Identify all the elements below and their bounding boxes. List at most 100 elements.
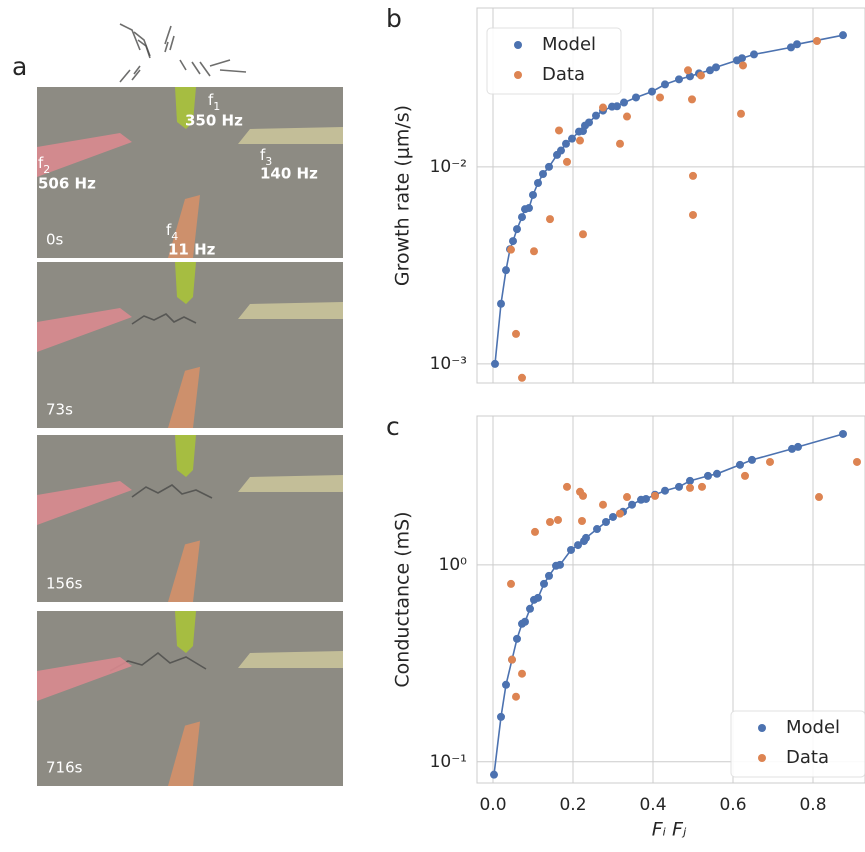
point [508, 655, 516, 664]
frame-time: 0s [46, 231, 64, 249]
electrode-index: 1 [213, 100, 220, 113]
point [557, 146, 565, 155]
legend-label: Data [786, 747, 829, 768]
point [507, 579, 515, 588]
point [574, 541, 582, 550]
point [509, 237, 517, 246]
electrode-frequency: 140 Hz [260, 165, 318, 183]
point [546, 518, 554, 527]
point [513, 225, 521, 234]
electrode-frequency: 350 Hz [185, 112, 243, 130]
point [593, 525, 601, 534]
electrode [238, 127, 343, 144]
point [512, 692, 520, 701]
point [632, 93, 640, 102]
y-tick-label: 10⁻² [430, 157, 467, 177]
point [853, 457, 861, 466]
electrode-label: f2 [38, 154, 50, 176]
point [562, 139, 570, 148]
point [766, 457, 774, 466]
point [512, 329, 520, 338]
point [689, 210, 697, 219]
x-axis-label: Fᵢ Fⱼ [652, 819, 687, 841]
electrode [175, 87, 196, 129]
point [567, 545, 575, 554]
point [545, 162, 553, 171]
electrode [168, 540, 200, 602]
point [675, 75, 683, 84]
y-tick-label: 10⁰ [439, 555, 468, 575]
electrode [175, 262, 196, 304]
point [675, 482, 683, 491]
electrode [37, 481, 132, 525]
point [628, 500, 636, 509]
legend-marker [758, 754, 766, 762]
electrode [238, 302, 343, 319]
point [530, 247, 538, 256]
point [839, 429, 847, 438]
point [582, 533, 590, 542]
point [578, 516, 586, 525]
point [688, 95, 696, 104]
point [513, 634, 521, 643]
legend-marker [514, 41, 522, 49]
electrode-frequency: 506 Hz [38, 175, 96, 193]
point [689, 171, 697, 180]
point [656, 93, 664, 102]
point [526, 604, 534, 613]
electrode-label: f4 [166, 221, 178, 243]
electrode [168, 366, 200, 428]
electrode-label: f1 [208, 91, 220, 113]
electrode-symbol: f [166, 221, 172, 239]
electrode-index: 3 [265, 155, 272, 168]
point [518, 373, 526, 382]
point [737, 109, 745, 118]
point [686, 72, 694, 81]
point [599, 500, 607, 509]
point [623, 112, 631, 121]
point [623, 493, 631, 502]
legend-label: Model [786, 717, 840, 738]
electrode [238, 651, 343, 668]
point [697, 71, 705, 80]
frame-time: 156s [46, 575, 83, 593]
point [539, 169, 547, 178]
legend-label: Data [542, 64, 585, 85]
point [788, 444, 796, 453]
electrode [37, 657, 132, 701]
dendrite [131, 31, 231, 499]
point [739, 61, 747, 70]
electrode [238, 475, 343, 492]
point [713, 469, 721, 478]
electrode [168, 195, 200, 258]
point [518, 669, 526, 678]
electrode-label: f3 [260, 146, 272, 168]
point [518, 213, 526, 222]
point [609, 512, 617, 521]
point [616, 509, 624, 518]
y-axis-label: Growth rate (μm/s) [392, 105, 414, 286]
point [502, 680, 510, 689]
point [497, 299, 505, 308]
panel-label: a [12, 52, 27, 81]
point [661, 80, 669, 89]
point [554, 515, 562, 524]
point [661, 486, 669, 495]
point [592, 111, 600, 120]
point [529, 190, 537, 199]
x-tick-label: 0.0 [479, 795, 506, 815]
point [741, 471, 749, 480]
point [602, 518, 610, 527]
point [556, 560, 564, 569]
electrode-symbol: f [38, 154, 44, 172]
point [576, 136, 584, 145]
point [793, 40, 801, 49]
electrode-index: 4 [171, 230, 178, 243]
point [507, 245, 515, 254]
point [698, 482, 706, 491]
point [545, 571, 553, 580]
point [525, 204, 533, 213]
point [839, 31, 847, 40]
point [534, 593, 542, 602]
y-tick-label: 10⁻³ [430, 354, 467, 374]
